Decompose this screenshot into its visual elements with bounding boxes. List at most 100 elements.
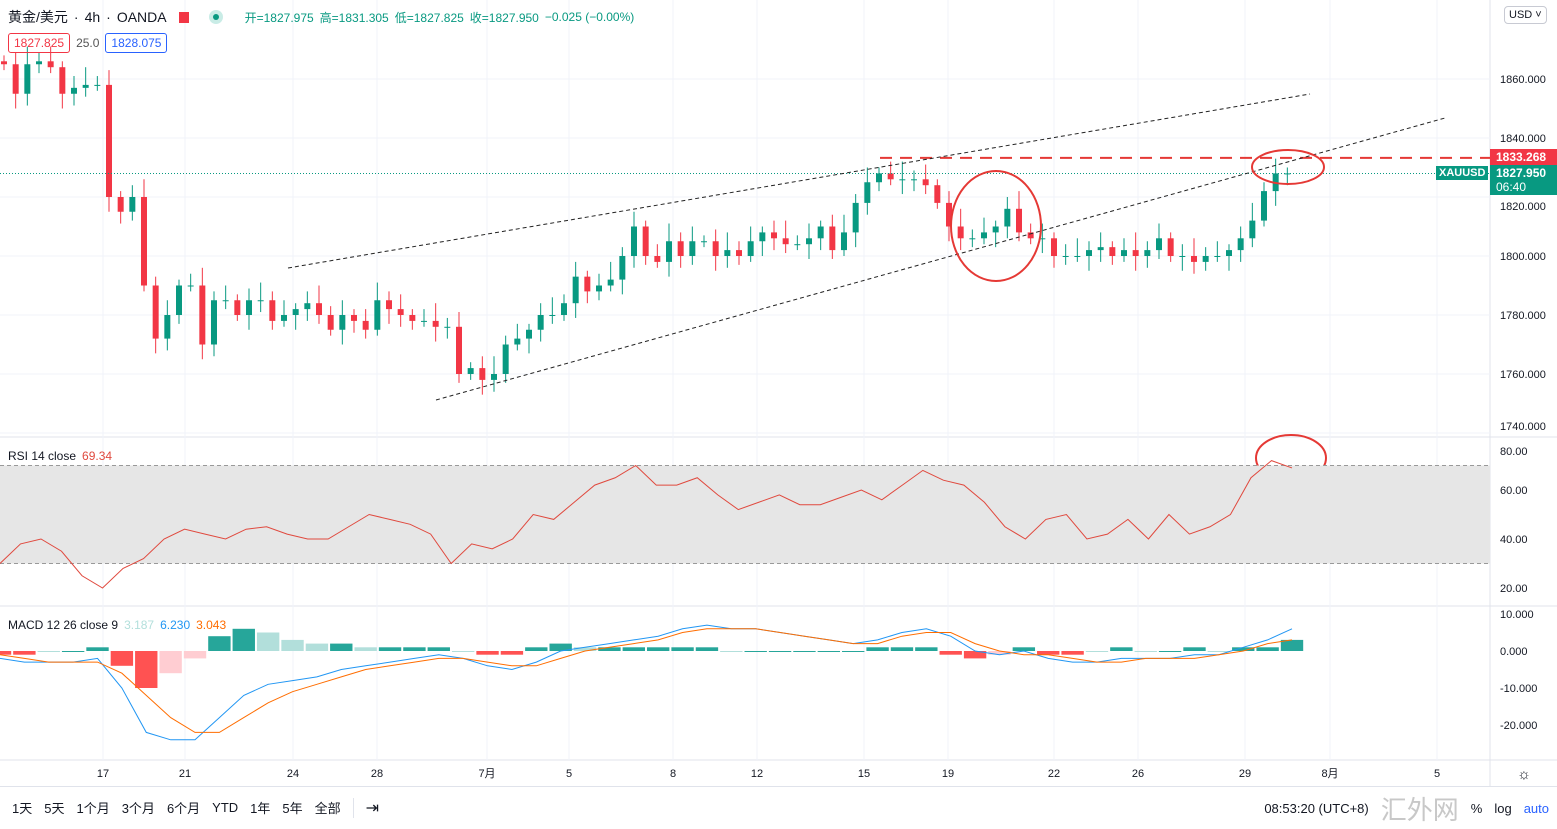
settings-gear-icon[interactable]: ☼ bbox=[1517, 766, 1531, 783]
macd-histogram-bar bbox=[256, 632, 280, 651]
candle-body bbox=[782, 238, 789, 245]
flag-icon[interactable] bbox=[178, 11, 189, 23]
range-6m[interactable]: 6个月 bbox=[166, 801, 201, 816]
watermark: 汇外网 bbox=[1380, 794, 1459, 825]
candle-body bbox=[1027, 232, 1034, 239]
macd-histogram-bar bbox=[622, 647, 645, 651]
candle-body bbox=[864, 182, 871, 203]
range-1y[interactable]: 1年 bbox=[250, 801, 271, 816]
buy-price-button[interactable]: 1828.075 bbox=[105, 33, 168, 53]
range-all[interactable]: 全部 bbox=[314, 801, 341, 816]
candle-body bbox=[852, 202, 859, 233]
candle-body bbox=[1074, 256, 1081, 257]
macd-histogram-bar bbox=[232, 628, 255, 651]
macd-histogram-bar bbox=[1085, 651, 1109, 652]
currency-select[interactable]: USD ˅ bbox=[1504, 6, 1547, 24]
candle-body bbox=[467, 368, 474, 374]
candle-body bbox=[421, 320, 427, 322]
range-ytd[interactable]: YTD bbox=[212, 800, 239, 815]
candle-body bbox=[1086, 250, 1092, 256]
last-price: 1827.950 bbox=[1496, 166, 1547, 180]
log-toggle[interactable]: log bbox=[1494, 800, 1512, 816]
rsi-label[interactable]: RSI 14 close bbox=[8, 449, 77, 463]
rsi-tick: 40.00 bbox=[1500, 534, 1528, 546]
goto-date-icon[interactable]: ⇥ bbox=[352, 797, 379, 818]
candle-body bbox=[724, 250, 731, 256]
candle-body bbox=[899, 179, 906, 181]
market-status-icon bbox=[208, 10, 223, 24]
macd-histogram-bar bbox=[695, 647, 719, 651]
macd-histogram-bar bbox=[86, 647, 109, 651]
candle-body bbox=[222, 300, 229, 302]
macd-histogram-bar bbox=[1183, 647, 1206, 651]
candle-body bbox=[24, 64, 31, 94]
time-tick: 24 bbox=[287, 768, 299, 780]
interval[interactable]: 4h bbox=[84, 9, 101, 25]
time-tick: 17 bbox=[97, 768, 109, 780]
candle-body bbox=[82, 84, 89, 88]
sell-price-button[interactable]: 1827.825 bbox=[8, 33, 71, 53]
time-tick: 28 bbox=[371, 768, 383, 780]
candle-body bbox=[1237, 238, 1244, 251]
macd-histogram-bar bbox=[281, 639, 304, 651]
range-5y[interactable]: 5年 bbox=[282, 801, 303, 816]
bar-countdown: 06:40 bbox=[1496, 180, 1527, 194]
candle-body bbox=[887, 173, 894, 180]
macd-histogram-bar bbox=[159, 651, 182, 674]
percent-toggle[interactable]: % bbox=[1470, 800, 1483, 816]
time-tick: 22 bbox=[1048, 768, 1060, 780]
macd-histogram-bar bbox=[1280, 639, 1304, 651]
candle-body bbox=[549, 315, 556, 316]
candle-body bbox=[281, 315, 287, 321]
candle-body bbox=[1202, 256, 1209, 262]
macd-histogram-bar bbox=[890, 647, 914, 651]
candle-body bbox=[502, 344, 509, 374]
candle-body bbox=[199, 285, 206, 345]
candle-body bbox=[607, 279, 614, 286]
candle-body bbox=[432, 320, 439, 327]
broker: OANDA bbox=[116, 9, 167, 25]
ohlc-low: 低=1827.825 bbox=[394, 10, 464, 25]
range-1d[interactable]: 1天 bbox=[12, 801, 33, 816]
time-tick: 5 bbox=[1434, 768, 1440, 780]
candle-body bbox=[817, 226, 824, 239]
macd-histogram-bar bbox=[354, 647, 377, 651]
macd-histogram-bar bbox=[525, 647, 548, 651]
candle-body bbox=[654, 256, 661, 262]
candle-body bbox=[677, 241, 684, 256]
macd-tick: 0.000 bbox=[1500, 646, 1528, 658]
candle-body bbox=[1097, 247, 1104, 251]
symbol-name[interactable]: 黄金/美元 bbox=[8, 9, 68, 25]
macd-histogram-bar bbox=[1012, 647, 1036, 651]
range-5d[interactable]: 5天 bbox=[44, 801, 65, 816]
candle-body bbox=[759, 232, 766, 242]
macd-histogram-bar bbox=[671, 647, 694, 651]
candle-body bbox=[876, 173, 882, 183]
candle-body bbox=[1039, 238, 1046, 240]
rsi-band bbox=[0, 465, 1490, 564]
macd-histogram-bar bbox=[866, 647, 889, 651]
candle-body bbox=[176, 285, 182, 315]
macd-hist-value: 3.187 bbox=[124, 618, 155, 632]
range-3m[interactable]: 3个月 bbox=[121, 801, 155, 816]
clock[interactable]: 08:53:20 (UTC+8) bbox=[1264, 800, 1369, 816]
candle-body bbox=[292, 309, 299, 315]
macd-label[interactable]: MACD 12 26 close 9 bbox=[8, 618, 119, 632]
macd-histogram-bar bbox=[963, 651, 987, 659]
range-1m[interactable]: 1个月 bbox=[76, 801, 110, 816]
candle-body bbox=[129, 197, 136, 212]
candle-body bbox=[1249, 220, 1256, 239]
macd-histogram-bar bbox=[403, 647, 426, 651]
candle-body bbox=[701, 241, 707, 243]
macd-value: 6.230 bbox=[160, 618, 191, 632]
time-tick: 26 bbox=[1132, 768, 1144, 780]
chart-canvas[interactable]: 17 21 24 28 7月 5 8 12 15 19 22 26 29 8月 5 ☼ 1860.000 1840… bbox=[0, 0, 1557, 786]
price-tick: 1740.000 bbox=[1500, 421, 1546, 433]
candle-body bbox=[992, 226, 999, 233]
macd-histogram-bar bbox=[110, 651, 134, 666]
candle-body bbox=[316, 303, 322, 315]
macd-histogram-bar bbox=[915, 647, 938, 651]
ohlc-change: −0.025 (−0.00%) bbox=[544, 10, 635, 24]
candle-body bbox=[444, 326, 451, 328]
auto-toggle[interactable]: auto bbox=[1523, 800, 1549, 816]
